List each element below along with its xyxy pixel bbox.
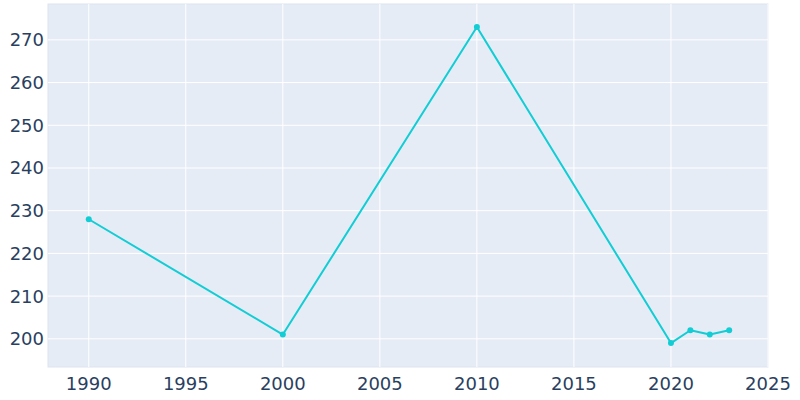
y-grid-line <box>48 210 768 211</box>
y-tick-label: 250 <box>10 115 44 136</box>
y-tick-label: 210 <box>10 286 44 307</box>
x-tick-label: 2000 <box>260 373 306 394</box>
y-tick-label: 240 <box>10 157 44 178</box>
x-tick-label: 2025 <box>745 373 791 394</box>
grid <box>48 4 768 367</box>
x-grid-line <box>282 4 283 367</box>
chart-container: 200 210 220 230 240 250 260 270 1990 1995 2000 2005… <box>0 0 800 400</box>
y-grid-line <box>48 167 768 168</box>
x-grid-line <box>379 4 380 367</box>
point <box>280 332 286 338</box>
y-tick-label: 260 <box>10 72 44 93</box>
x-tick-label: 2015 <box>551 373 597 394</box>
y-grid-line <box>48 125 768 126</box>
x-tick-label: 1995 <box>163 373 209 394</box>
x-grid-line <box>476 4 477 367</box>
plot-area <box>48 4 768 367</box>
line <box>89 27 729 343</box>
x-tick-label: 2010 <box>454 373 500 394</box>
point <box>668 340 674 346</box>
y-grid-line <box>48 82 768 83</box>
y-tick-label: 270 <box>10 29 44 50</box>
y-grid-line <box>48 39 768 40</box>
y-tick-label: 220 <box>10 243 44 264</box>
point <box>726 327 732 333</box>
y-tick-label: 230 <box>10 200 44 221</box>
x-grid-line <box>768 4 769 367</box>
chart-svg: 200 210 220 230 240 250 260 270 1990 1995 2000 2005… <box>0 0 800 400</box>
x-tick-label: 2020 <box>648 373 694 394</box>
x-tick-label: 2005 <box>357 373 403 394</box>
y-tick-label: 200 <box>10 328 44 349</box>
x-grid-line <box>88 4 89 367</box>
x-grid-line <box>185 4 186 367</box>
y-grid-line <box>48 253 768 254</box>
y-grid-line <box>48 338 768 339</box>
y-grid-line <box>48 296 768 297</box>
point <box>707 332 713 338</box>
point <box>474 24 480 30</box>
x-tick-label: 1990 <box>66 373 112 394</box>
point <box>687 327 693 333</box>
x-grid-line <box>670 4 671 367</box>
tick-labels: 200 210 220 230 240 250 260 270 1990 1995 2000 2005… <box>10 29 791 394</box>
data-group <box>86 24 732 346</box>
point <box>86 216 92 222</box>
